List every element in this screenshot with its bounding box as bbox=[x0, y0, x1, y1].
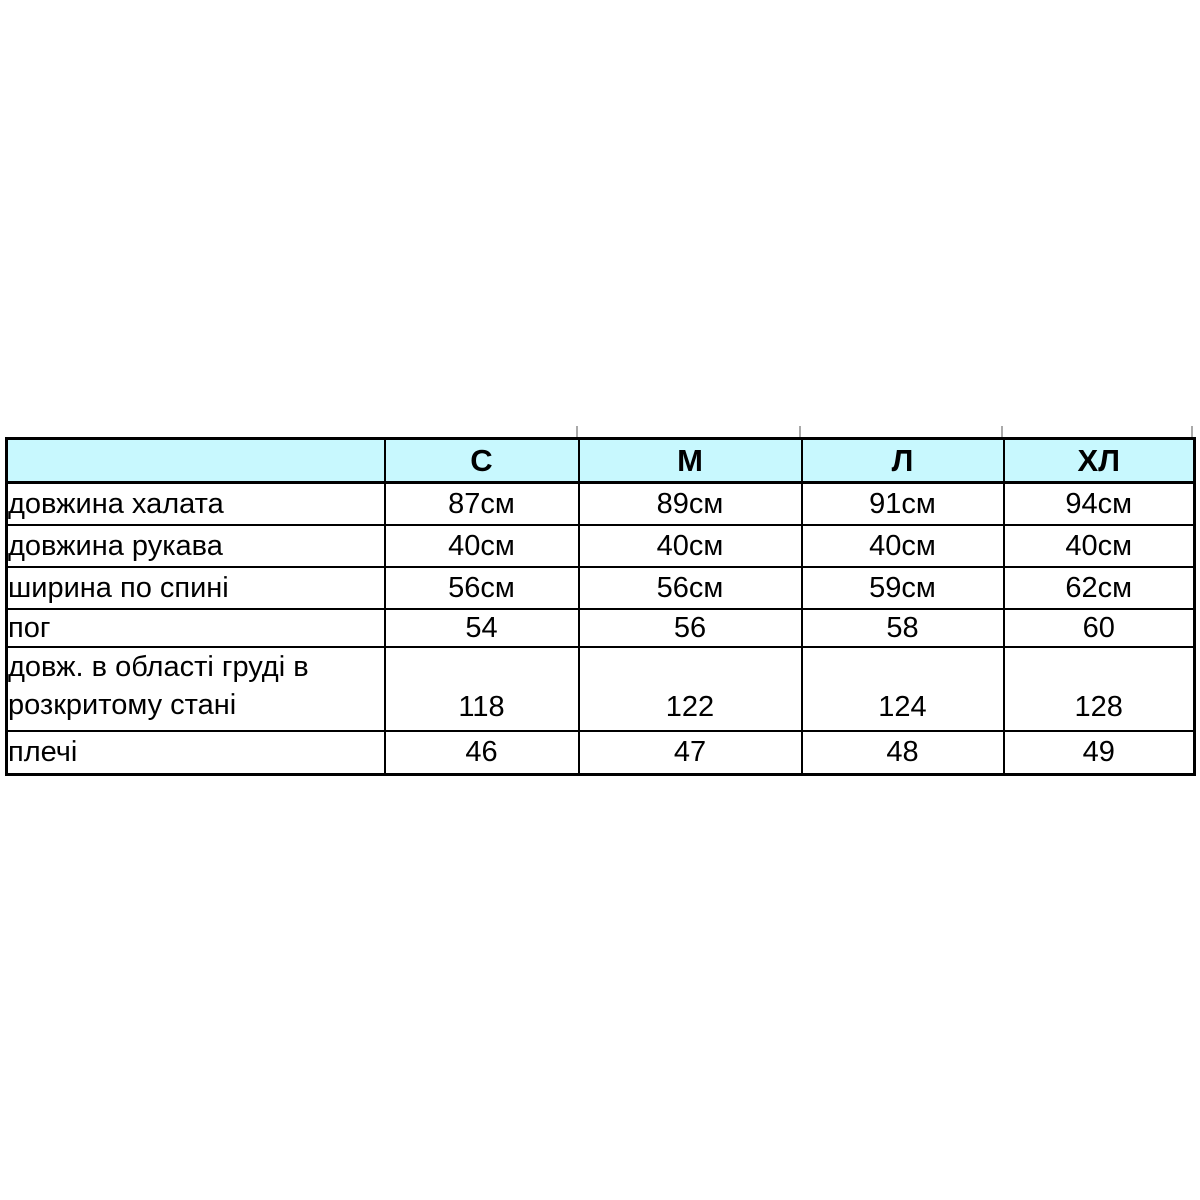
size-table-header-row: С М Л ХЛ bbox=[5, 437, 1196, 484]
size-value: 40см bbox=[800, 524, 1005, 568]
row-label: довжина рукава bbox=[5, 524, 386, 568]
table-row-back-width: ширина по спині 56см 56см 59см 62см bbox=[5, 566, 1196, 610]
table-row-chest-open-length: довж. в області груді в розкритому стані… bbox=[5, 646, 1196, 732]
table-row-robe-length: довжина халата 87см 89см 91см 94см bbox=[5, 481, 1196, 526]
row-label: довжина халата bbox=[5, 481, 386, 526]
column-grid-tick bbox=[1191, 426, 1193, 438]
size-column-header-m: М bbox=[577, 437, 803, 484]
size-value: 56см bbox=[577, 566, 803, 610]
size-value: 46 bbox=[383, 730, 580, 776]
size-column-header-s: С bbox=[383, 437, 580, 484]
size-value: 91см bbox=[800, 481, 1005, 526]
size-value: 49 bbox=[1002, 730, 1196, 776]
column-grid-tick bbox=[1001, 426, 1003, 438]
size-chart-table: С М Л ХЛ довжина халата 87см 89см 91см 9… bbox=[5, 437, 1196, 776]
size-value: 56 bbox=[577, 608, 803, 648]
size-value: 87см bbox=[383, 481, 580, 526]
column-grid-tick bbox=[576, 426, 578, 438]
size-value: 40см bbox=[577, 524, 803, 568]
size-value: 60 bbox=[1002, 608, 1196, 648]
size-value: 48 bbox=[800, 730, 1005, 776]
size-value: 54 bbox=[383, 608, 580, 648]
size-value: 59см bbox=[800, 566, 1005, 610]
size-value: 58 bbox=[800, 608, 1005, 648]
column-grid-tick bbox=[799, 426, 801, 438]
size-value: 128 bbox=[1002, 646, 1196, 732]
table-row-sleeve-length: довжина рукава 40см 40см 40см 40см bbox=[5, 524, 1196, 568]
size-value: 40см bbox=[383, 524, 580, 568]
size-value: 62см bbox=[1002, 566, 1196, 610]
size-value: 94см bbox=[1002, 481, 1196, 526]
size-value: 118 bbox=[383, 646, 580, 732]
size-column-header-xl: ХЛ bbox=[1002, 437, 1196, 484]
size-value: 40см bbox=[1002, 524, 1196, 568]
size-value: 122 bbox=[577, 646, 803, 732]
size-value: 124 bbox=[800, 646, 1005, 732]
size-value: 89см bbox=[577, 481, 803, 526]
row-label: плечі bbox=[5, 730, 386, 776]
size-value: 56см bbox=[383, 566, 580, 610]
header-empty-cell bbox=[5, 437, 386, 484]
size-value: 47 bbox=[577, 730, 803, 776]
size-column-header-l: Л bbox=[800, 437, 1005, 484]
table-row-shoulders: плечі 46 47 48 49 bbox=[5, 730, 1196, 776]
row-label: ширина по спині bbox=[5, 566, 386, 610]
table-row-pog: пог 54 56 58 60 bbox=[5, 608, 1196, 648]
row-label: довж. в області груді в розкритому стані bbox=[5, 646, 386, 732]
row-label: пог bbox=[5, 608, 386, 648]
